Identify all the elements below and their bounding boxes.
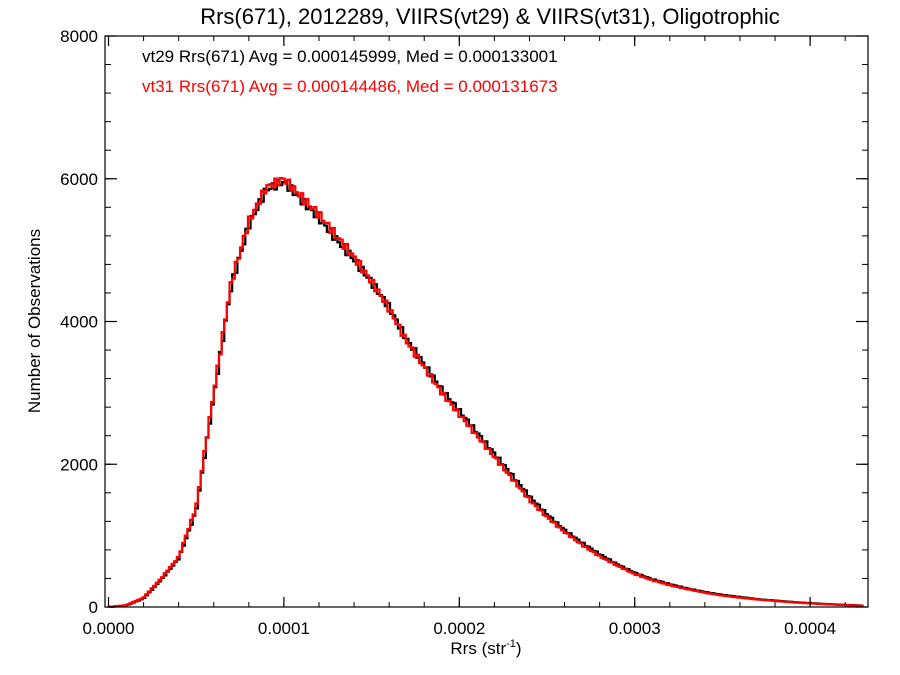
annotation-vt29: vt29 Rrs(671) Avg = 0.000145999, Med = 0… (142, 47, 558, 66)
x-tick-label: 0.0002 (433, 619, 485, 638)
y-tick-label: 4000 (60, 313, 98, 332)
x-tick-label: 0.0000 (83, 619, 135, 638)
x-axis-title-end: ) (516, 639, 522, 658)
series-line-0 (108, 179, 864, 608)
series-line-1 (108, 177, 864, 608)
x-axis-title-base: Rrs (str (450, 639, 506, 658)
annotation-vt31: vt31 Rrs(671) Avg = 0.000144486, Med = 0… (142, 77, 558, 96)
x-tick-label: 0.0003 (609, 619, 661, 638)
y-axis-title: Number of Observations (25, 229, 44, 413)
x-axis-title: Rrs (str-1) (450, 638, 521, 658)
series-layer (108, 177, 864, 608)
chart-title: Rrs(671), 2012289, VIIRS(vt29) & VIIRS(v… (200, 4, 780, 29)
y-tick-label: 8000 (60, 27, 98, 46)
y-tick-label: 2000 (60, 455, 98, 474)
x-tick-label: 0.0001 (258, 619, 310, 638)
x-tick-label: 0.0004 (784, 619, 836, 638)
x-axis-title-sup: -1 (506, 638, 516, 650)
y-tick-label: 0 (89, 598, 98, 617)
y-tick-label: 6000 (60, 170, 98, 189)
ticks-layer: 0.0000 0.0001 0.0002 0.0003 0.0004 0 2000 4000 6… (60, 27, 868, 638)
plot-frame (104, 35, 869, 608)
